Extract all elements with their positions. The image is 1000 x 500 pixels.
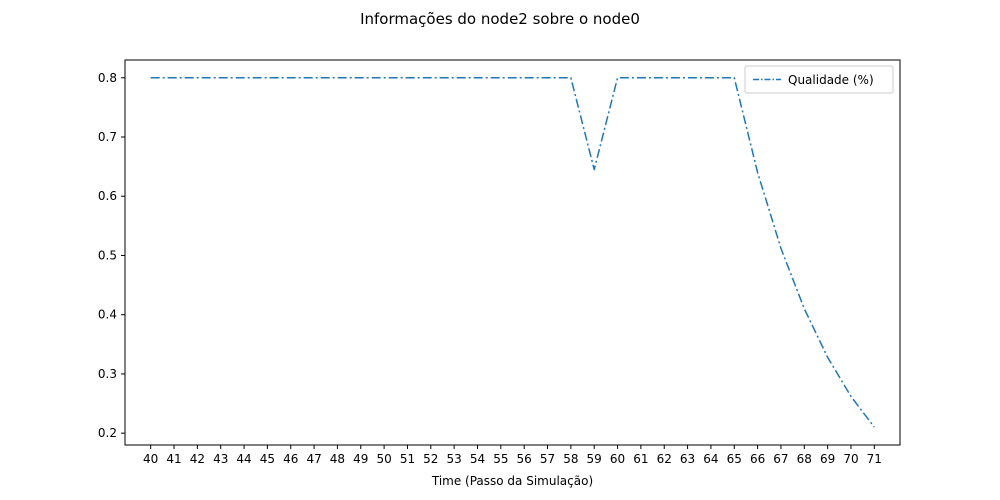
x-tick-label: 44 <box>236 452 251 466</box>
x-tick-label: 47 <box>306 452 321 466</box>
x-tick-label: 63 <box>680 452 695 466</box>
plot-area: 40 41 42 43 44 45 46 47 48 49 50 51 52 53 54 55 56 57 58 59… <box>98 59 901 466</box>
chart-title: Informações do node2 sobre o node0 <box>360 10 640 28</box>
x-tick-label: 57 <box>540 452 555 466</box>
x-tick-label: 69 <box>820 452 835 466</box>
x-tick-label: 66 <box>750 452 765 466</box>
x-tick-label: 64 <box>703 452 718 466</box>
legend-box <box>744 65 894 94</box>
x-tick-label: 68 <box>797 452 812 466</box>
x-tick-label: 67 <box>773 452 788 466</box>
x-tick-label: 41 <box>166 452 181 466</box>
x-tick-label: 71 <box>867 452 882 466</box>
y-tick-label: 0.7 <box>98 130 117 144</box>
x-tick-label: 59 <box>587 452 602 466</box>
x-tick-label: 54 <box>470 452 485 466</box>
y-tick-label: 0.5 <box>98 248 117 262</box>
y-tick-label: 0.3 <box>98 367 117 381</box>
x-tick-label: 58 <box>563 452 578 466</box>
x-tick-label: 56 <box>517 452 532 466</box>
x-tick-label: 51 <box>400 452 415 466</box>
x-tick-label: 43 <box>213 452 228 466</box>
x-tick-label: 48 <box>330 452 345 466</box>
y-tick-label: 0.2 <box>98 426 117 440</box>
series-line-qualidade <box>150 77 875 428</box>
x-tick-label: 50 <box>376 452 391 466</box>
x-tick-label: 61 <box>633 452 648 466</box>
x-tick-label: 40 <box>143 452 158 466</box>
legend: Qualidade (%) <box>744 65 894 94</box>
y-tick-label: 0.4 <box>98 308 117 322</box>
x-tick-label: 45 <box>260 452 275 466</box>
x-tick-label: 60 <box>610 452 625 466</box>
x-tick-label: 62 <box>657 452 672 466</box>
x-tick-label: 49 <box>353 452 368 466</box>
legend-entry-label: Qualidade (%) <box>788 73 874 87</box>
y-tick-label: 0.8 <box>98 71 117 85</box>
x-tick-label: 65 <box>727 452 742 466</box>
x-tick-label: 52 <box>423 452 438 466</box>
x-tick-label: 53 <box>447 452 462 466</box>
axes-frame <box>124 59 901 446</box>
x-tick-label: 55 <box>493 452 508 466</box>
x-tick-label: 70 <box>843 452 858 466</box>
x-axis-label: Time (Passo da Simulação) <box>431 474 593 488</box>
y-tick-label: 0.6 <box>98 189 117 203</box>
x-tick-label: 46 <box>283 452 298 466</box>
x-tick-label: 42 <box>190 452 205 466</box>
